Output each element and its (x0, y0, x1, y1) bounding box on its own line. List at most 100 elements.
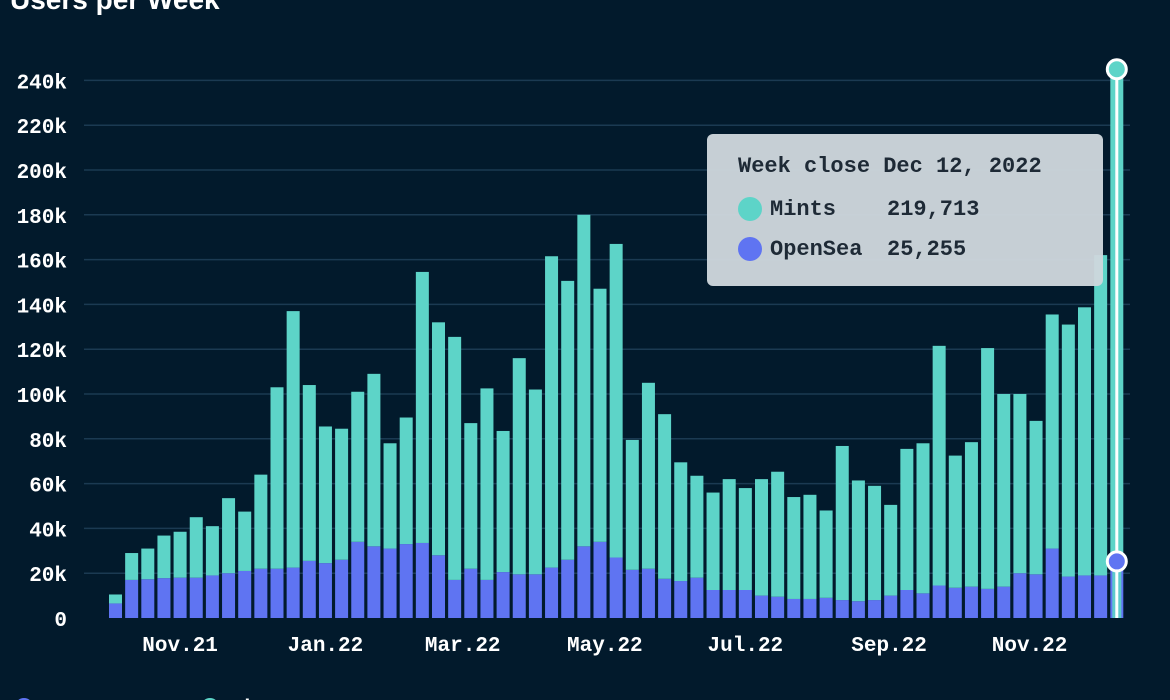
bar-mints[interactable] (512, 358, 526, 575)
bar-opensea[interactable] (981, 588, 995, 618)
bar-opensea[interactable] (141, 579, 155, 618)
bar-opensea[interactable] (868, 600, 882, 618)
bar-opensea[interactable] (125, 579, 139, 618)
bar-mints[interactable] (432, 322, 445, 556)
bar-mints[interactable] (270, 387, 284, 569)
bar-mints[interactable] (335, 428, 349, 560)
bar-opensea[interactable] (641, 568, 655, 618)
bar-mints[interactable] (173, 531, 187, 578)
bar-mints[interactable] (625, 439, 639, 570)
bar-mints[interactable] (658, 414, 672, 579)
bar-opensea[interactable] (835, 600, 849, 618)
bar-opensea[interactable] (157, 578, 171, 618)
bar-mints[interactable] (254, 474, 268, 569)
bar-opensea[interactable] (674, 581, 688, 618)
bar-mints[interactable] (286, 311, 300, 568)
bar-opensea[interactable] (1094, 575, 1108, 618)
bar-mints[interactable] (222, 498, 236, 574)
bar-mints[interactable] (964, 442, 978, 587)
bar-opensea[interactable] (1061, 576, 1075, 618)
bar-opensea[interactable] (351, 541, 365, 618)
bar-mints[interactable] (109, 594, 122, 604)
bar-mints[interactable] (383, 443, 397, 549)
bar-opensea[interactable] (625, 569, 639, 618)
bar-opensea[interactable] (755, 595, 768, 618)
bar-opensea[interactable] (528, 574, 542, 618)
bar-opensea[interactable] (109, 603, 122, 618)
bar-opensea[interactable] (464, 568, 478, 618)
bar-opensea[interactable] (383, 548, 397, 618)
bar-opensea[interactable] (593, 541, 607, 618)
bar-mints[interactable] (480, 388, 494, 580)
bar-mints[interactable] (448, 336, 462, 580)
bar-mints[interactable] (641, 382, 655, 569)
bar-opensea[interactable] (399, 544, 413, 618)
bar-opensea[interactable] (916, 593, 930, 618)
bar-mints[interactable] (981, 348, 995, 589)
bar-mints[interactable] (674, 462, 688, 582)
bar-opensea[interactable] (222, 573, 236, 618)
bar-opensea[interactable] (738, 590, 752, 618)
bar-mints[interactable] (577, 214, 591, 547)
bar-opensea[interactable] (771, 596, 785, 618)
bar-opensea[interactable] (270, 568, 284, 618)
bar-opensea[interactable] (851, 601, 865, 618)
bar-mints[interactable] (932, 345, 946, 586)
bar-mints[interactable] (141, 548, 155, 580)
bar-mints[interactable] (997, 394, 1011, 587)
bar-mints[interactable] (884, 504, 898, 596)
bar-opensea[interactable] (803, 598, 817, 618)
bar-opensea[interactable] (561, 559, 575, 618)
bar-opensea[interactable] (658, 578, 672, 618)
bar-mints[interactable] (238, 511, 252, 571)
legend-label[interactable]: OpenSea (42, 698, 131, 700)
bar-opensea[interactable] (302, 560, 316, 618)
bar-mints[interactable] (738, 488, 752, 590)
bar-opensea[interactable] (900, 590, 914, 618)
bar-opensea[interactable] (1045, 548, 1059, 618)
legend-label[interactable]: Mints (228, 698, 291, 700)
bar-mints[interactable] (868, 485, 882, 601)
bar-mints[interactable] (1061, 324, 1075, 577)
bar-mints[interactable] (722, 479, 736, 590)
bar-opensea[interactable] (577, 546, 591, 618)
bar-opensea[interactable] (512, 574, 526, 618)
bar-opensea[interactable] (1013, 573, 1027, 618)
bar-opensea[interactable] (448, 579, 462, 618)
bar-opensea[interactable] (496, 572, 510, 618)
bar-opensea[interactable] (432, 555, 445, 618)
bar-mints[interactable] (690, 475, 704, 578)
bar-mints[interactable] (593, 288, 607, 542)
bar-mints[interactable] (948, 455, 962, 588)
bar-mints[interactable] (205, 526, 219, 576)
bar-opensea[interactable] (318, 563, 332, 618)
bar-opensea[interactable] (932, 585, 946, 618)
bar-mints[interactable] (399, 417, 413, 545)
bar-mints[interactable] (302, 385, 316, 561)
bar-mints[interactable] (1045, 314, 1059, 549)
bar-mints[interactable] (851, 480, 865, 602)
bar-mints[interactable] (1029, 420, 1043, 575)
bar-mints[interactable] (916, 443, 930, 594)
bar-opensea[interactable] (480, 579, 494, 618)
bar-mints[interactable] (351, 391, 365, 542)
bar-opensea[interactable] (415, 542, 429, 618)
bar-opensea[interactable] (254, 568, 268, 618)
bar-mints[interactable] (771, 471, 785, 597)
bar-opensea[interactable] (238, 570, 252, 618)
bar-opensea[interactable] (722, 590, 736, 618)
bar-opensea[interactable] (335, 559, 349, 618)
bar-mints[interactable] (1013, 394, 1027, 574)
bar-mints[interactable] (545, 256, 559, 568)
bar-opensea[interactable] (948, 587, 962, 618)
bar-mints[interactable] (609, 243, 623, 558)
bar-mints[interactable] (189, 517, 203, 578)
bar-opensea[interactable] (609, 557, 623, 618)
bar-opensea[interactable] (690, 577, 704, 618)
bar-opensea[interactable] (205, 575, 219, 618)
bar-opensea[interactable] (997, 586, 1011, 618)
bar-mints[interactable] (819, 510, 833, 598)
bar-opensea[interactable] (706, 590, 720, 618)
bar-mints[interactable] (706, 492, 720, 590)
bar-opensea[interactable] (367, 546, 381, 618)
